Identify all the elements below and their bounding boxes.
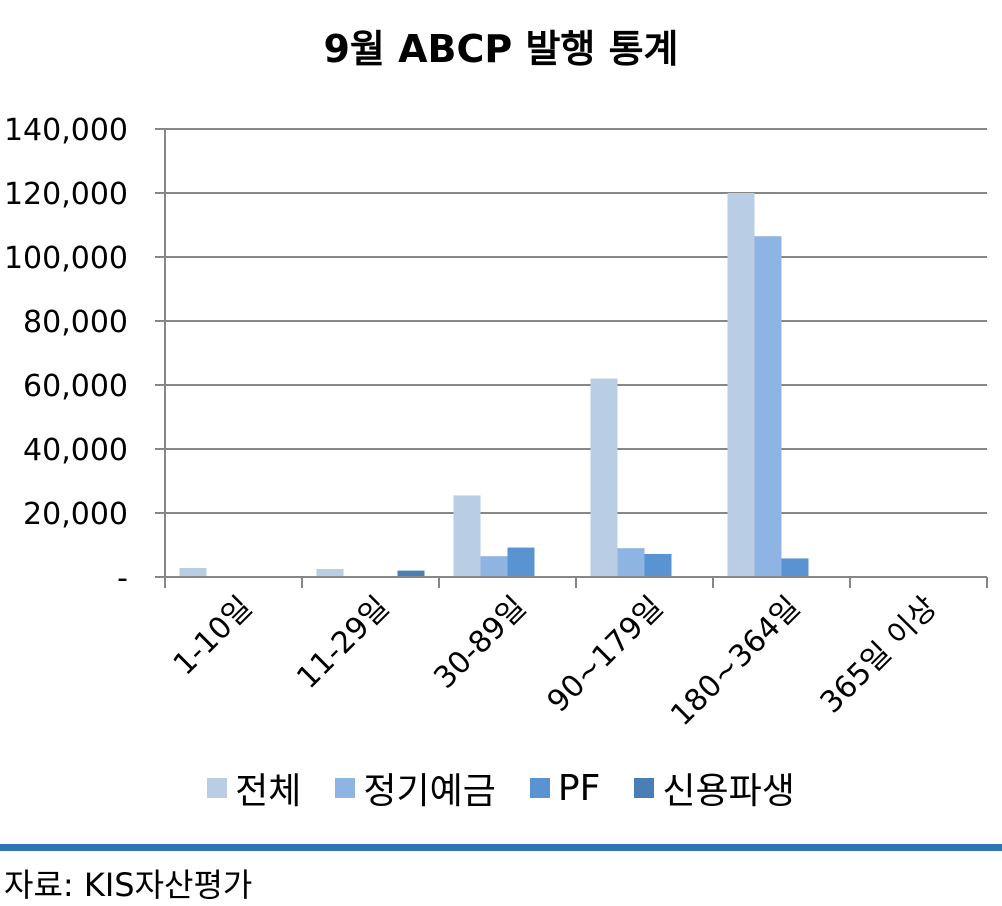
bar [507,547,535,577]
axes [155,128,988,588]
legend-item: 전체 [207,762,301,814]
x-tick-label: 90~179일 [541,590,671,720]
legend-item: 정기예금 [335,762,496,814]
legend-item: 신용파생 [634,762,795,814]
legend-label: 정기예금 [363,771,496,812]
bar [590,378,618,577]
bar [453,495,481,577]
bar [316,569,344,577]
y-tick-label: 100,000 [4,241,128,276]
bar [644,553,672,577]
y-tick-label: 80,000 [23,305,128,340]
legend-item: PF [529,767,601,809]
bar [179,568,207,577]
bar [397,570,425,577]
x-tick-label: 11-29일 [290,590,396,696]
bars [179,193,809,577]
y-tick-label: 20,000 [23,497,128,532]
legend-swatch [634,778,655,798]
legend-swatch [335,778,356,798]
x-tick-label: 30-89일 [427,590,533,696]
y-tick-label: 60,000 [23,369,128,404]
legend-swatch [529,778,550,798]
bar [781,558,809,577]
y-tick-label: - [117,561,128,596]
legend: 전체 정기예금 PF 신용파생 [0,762,1002,814]
grid-lines [165,128,987,514]
x-tick-label: 365일 이상 [814,590,945,721]
legend-label: PF [557,767,601,809]
y-tick-labels: - 20,000 40,000 60,000 80,000 100,000 120,000 1… [4,113,128,596]
divider [0,844,1002,851]
bar-chart: - 20,000 40,000 60,000 80,000 100,000 120,000 1… [4,113,988,733]
y-tick-label: 120,000 [4,177,128,212]
bar [727,193,755,577]
y-tick-label: 140,000 [4,113,128,148]
chart-title: 9월 ABCP 발행 통계 [323,27,679,71]
y-tick-label: 40,000 [23,433,128,468]
source-note: 자료: KIS자산평가 [4,866,253,904]
legend-label: 전체 [235,771,302,812]
x-tick-label: 180~364일 [664,590,807,733]
bar [754,236,782,577]
bar [617,548,645,577]
x-tick-label: 1-10일 [167,590,259,682]
legend-label: 신용파생 [662,771,795,812]
bar [480,556,508,577]
legend-swatch [207,778,228,798]
